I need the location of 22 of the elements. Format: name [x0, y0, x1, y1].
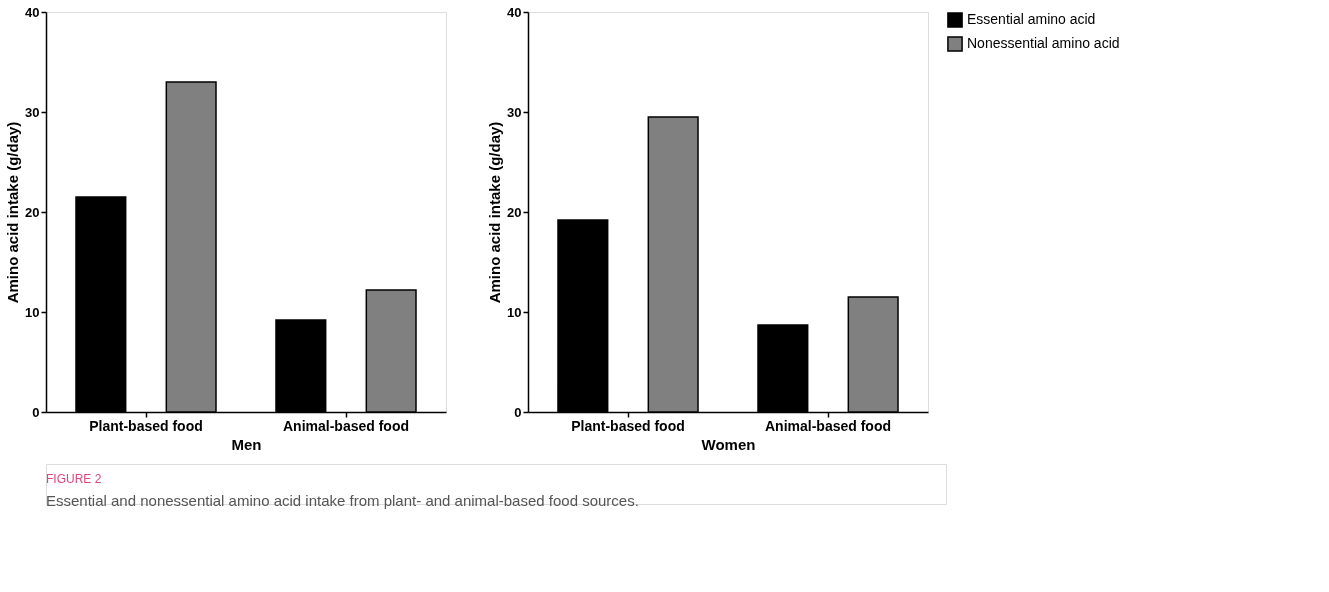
y-tick-label: 30 — [507, 104, 522, 120]
x-axis-title: Women — [701, 435, 756, 453]
x-tick-label: Plant-based food — [89, 417, 203, 434]
y-tick-label: 0 — [514, 404, 522, 420]
x-tick-label: Animal-based food — [282, 417, 410, 434]
y-axis-title: Amino acid intake (g/day) — [486, 121, 504, 304]
y-tick-label: 20 — [507, 204, 522, 220]
x-tick-label: Animal-based food — [764, 417, 892, 434]
y-axis-title: Amino acid intake (g/day) — [4, 121, 22, 304]
y-tick-label: 10 — [25, 304, 40, 320]
x-axis-title: Men — [231, 435, 262, 453]
legend-label: Essential amino acid — [967, 11, 1096, 27]
y-tick-label: 10 — [507, 304, 522, 320]
text: Essential and nonessential amino acid intake from plant- and animal-based food sources. — [46, 492, 639, 509]
caption: FIGURE 2 — [46, 472, 102, 486]
y-tick-label: 40 — [25, 4, 40, 20]
y-tick-label: 0 — [32, 404, 40, 420]
y-tick-label: 40 — [507, 4, 522, 20]
y-tick-label: 20 — [25, 204, 40, 220]
y-tick-label: 30 — [25, 104, 40, 120]
legend-label: Nonessential amino acid — [967, 35, 1120, 51]
x-tick-label: Plant-based food — [571, 417, 685, 434]
